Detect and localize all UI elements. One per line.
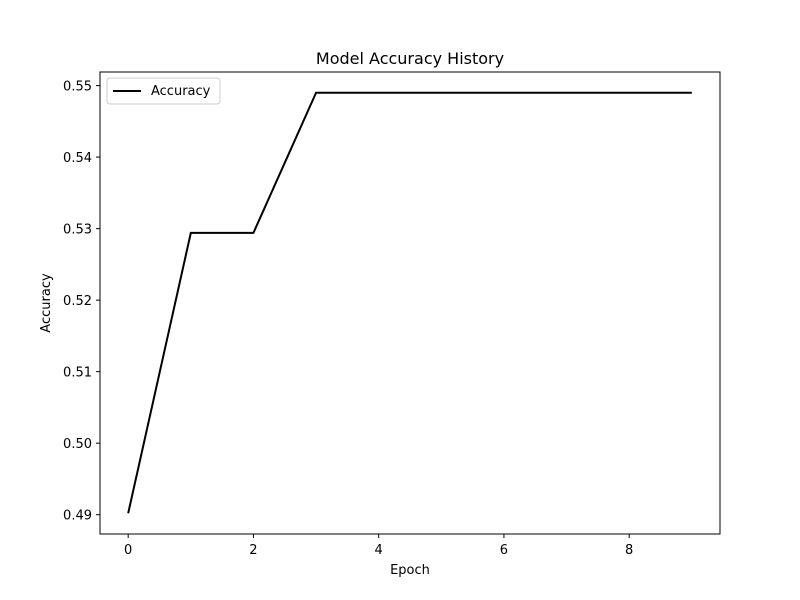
- x-tick-label: 0: [124, 543, 132, 558]
- legend-entry-accuracy: Accuracy: [151, 84, 211, 99]
- x-tick-label: 8: [625, 543, 633, 558]
- x-tick-label: 6: [500, 543, 508, 558]
- series-line-accuracy: [127, 91, 692, 514]
- y-axis-label: Accuracy: [39, 273, 54, 333]
- plot-area-frame: [99, 71, 721, 535]
- x-axis-ticks: 0 2 4 6 8: [124, 534, 633, 558]
- y-tick-label: 0.53: [63, 223, 92, 238]
- x-axis-label: Epoch: [390, 563, 430, 578]
- series-layer: [127, 91, 692, 514]
- y-tick-label: 0.54: [63, 151, 92, 166]
- x-tick-label: 4: [375, 543, 383, 558]
- y-tick-label: 0.49: [63, 509, 92, 524]
- legend-box: [106, 77, 221, 105]
- y-tick-label: 0.51: [63, 366, 92, 381]
- y-tick-label: 0.50: [63, 437, 92, 452]
- chart-title: Model Accuracy History: [316, 49, 504, 68]
- y-tick-label: 0.52: [63, 294, 92, 309]
- y-axis-ticks: 0.49 0.50 0.51 0.52 0.53 0.54 0.55: [63, 80, 100, 524]
- y-tick-label: 0.55: [63, 80, 92, 95]
- x-tick-label: 2: [249, 543, 257, 558]
- legend: Accuracy: [106, 77, 221, 105]
